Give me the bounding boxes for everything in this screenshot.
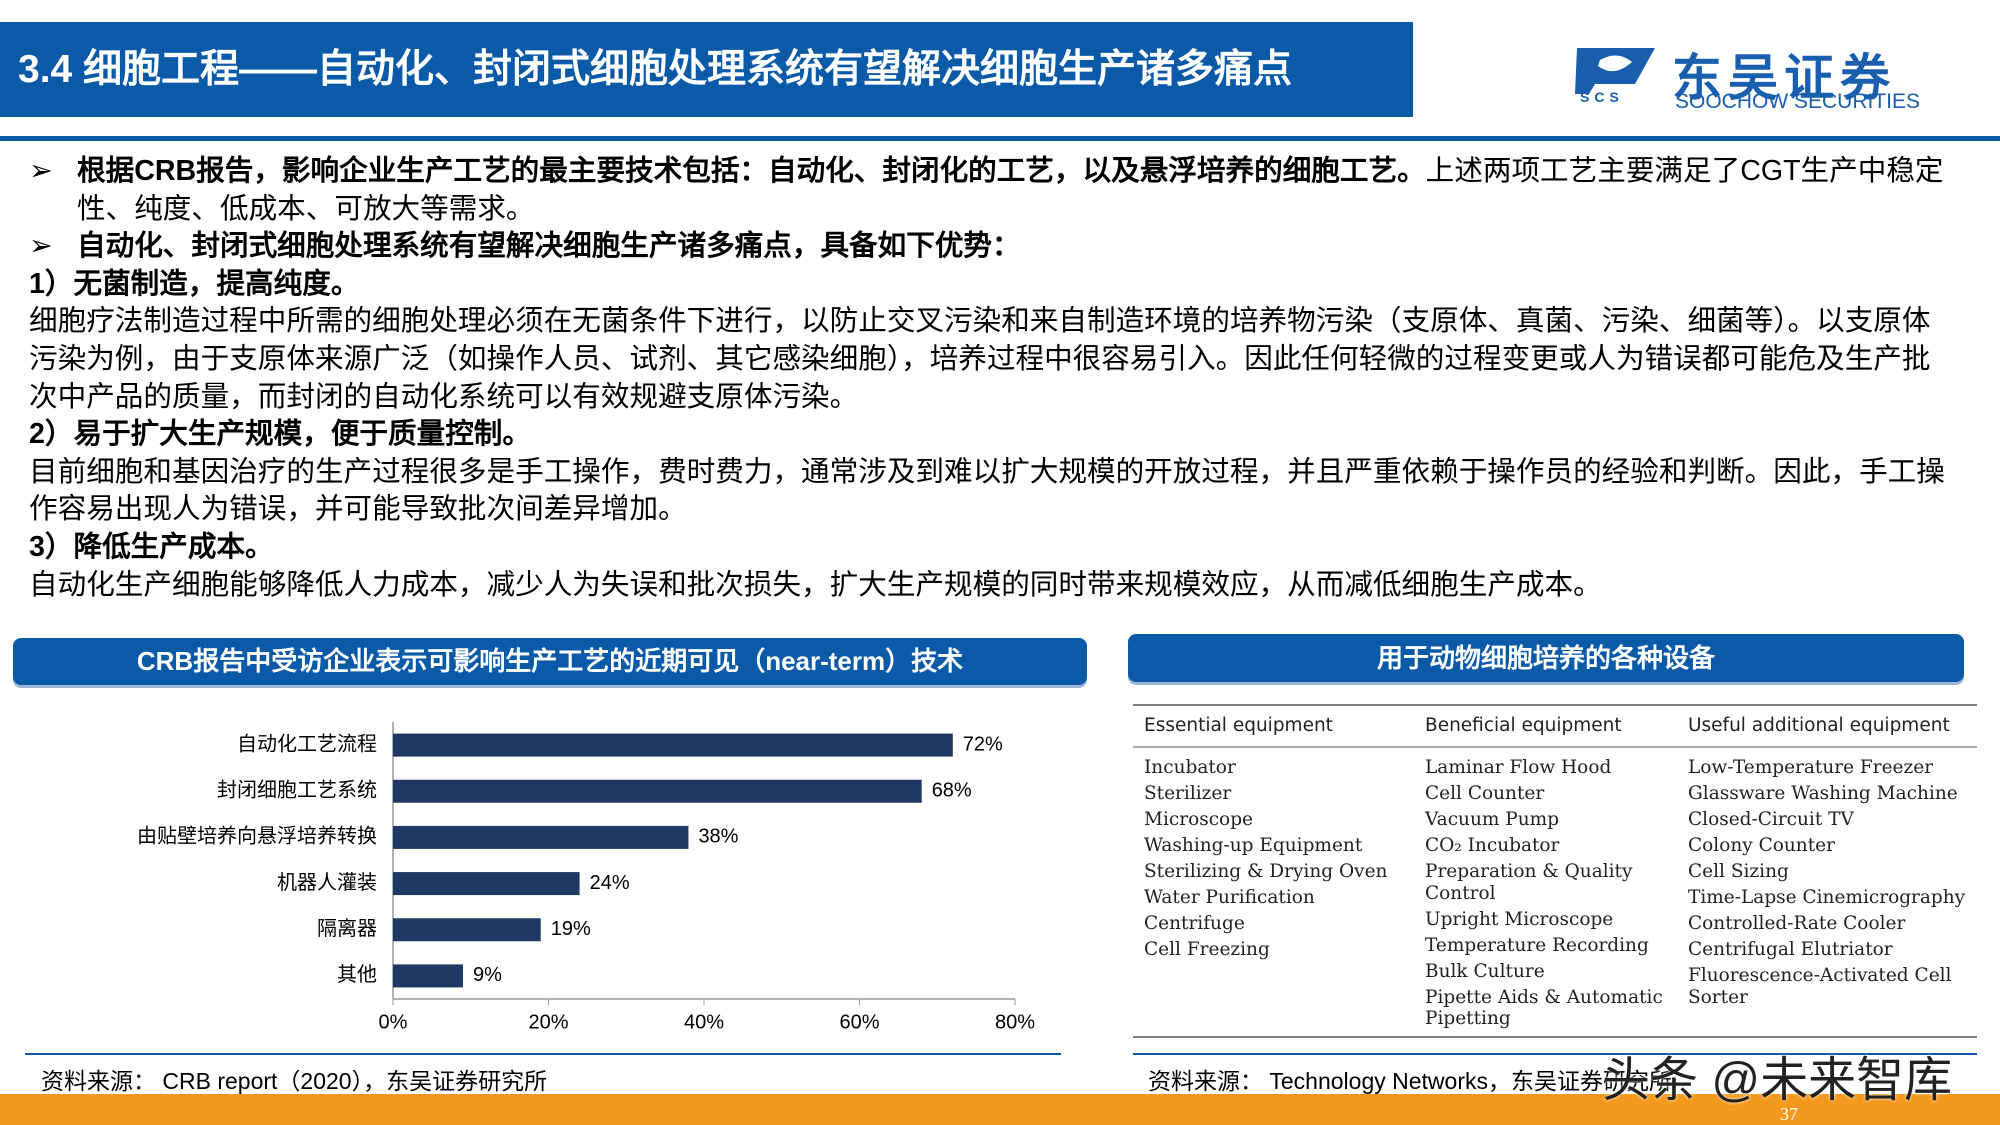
spacer	[1144, 747, 1394, 757]
y-tick-label: 机器人灌装	[277, 871, 377, 894]
table-item: Cell Counter	[1425, 783, 1545, 804]
x-tick-label: 80%	[995, 1011, 1035, 1033]
table-item: Sterilizer	[1144, 783, 1232, 804]
bar	[393, 872, 580, 896]
paragraph: 细胞疗法制造过程中所需的细胞处理必须在无菌条件下进行，以防止交叉污染和来自制造环…	[29, 305, 1931, 413]
bar-chart: 0% 20% 40% 60% 80% 自动化工艺流程 72% 封闭细胞工艺系统 68% 由贴壁培养…	[137, 722, 1035, 1033]
value-label: 38%	[698, 826, 738, 848]
bullet-marker: ➢	[29, 230, 53, 263]
table-item: Closed-Circuit TV	[1688, 809, 1854, 830]
x-tick-label: 0%	[379, 1011, 408, 1033]
header-rule	[0, 136, 2000, 141]
table-item: Centrifuge	[1144, 913, 1245, 934]
logo-subtext: SOOCHOW SECURITIES	[1675, 90, 1921, 113]
x-tick-label: 60%	[839, 1011, 879, 1033]
bar	[393, 779, 922, 803]
table-item: Laminar Flow Hood	[1425, 757, 1612, 778]
bar	[393, 733, 953, 757]
table-source: 资料来源： Technology Networks，东吴证券研究所	[1148, 1068, 1672, 1094]
logo-text: 东吴证券	[1672, 50, 1896, 106]
footer-bar	[0, 1094, 2000, 1125]
table-column: Essential equipment Incubator Sterilizer Mi…	[1144, 705, 1394, 965]
chart-source: 资料来源： CRB report（2020），东吴证券研究所	[41, 1068, 548, 1094]
value-label: 24%	[590, 872, 630, 894]
table-column: Useful additional equipment Low-Temperatu…	[1688, 705, 1973, 1013]
value-label: 19%	[551, 918, 591, 940]
header-title: 3.4 细胞工程——自动化、封闭式细胞处理系统有望解决细胞生产诸多痛点	[18, 48, 1293, 91]
column-header: Useful additional equipment	[1688, 715, 1950, 736]
table-title: 用于动物细胞培养的各种设备	[1128, 634, 1964, 682]
table-item: Fluorescence-Activated Cell Sorter	[1688, 965, 1952, 1008]
x-tick-label: 20%	[528, 1011, 568, 1033]
watermark: 头条 @未来智库	[1602, 1054, 1953, 1107]
table-item: Controlled-Rate Cooler	[1688, 913, 1906, 934]
text: 上述两项工艺主要满足了CGT生产中稳定性、纯度、低成本、可放大等需求。	[77, 155, 1944, 225]
page-number: 37	[1780, 1104, 1798, 1124]
bullet: ➢ 自动化、封闭式细胞处理系统有望解决细胞生产诸多痛点，具备如下优势：	[29, 228, 1959, 266]
table-column: Beneficial equipment Laminar Flow Hood Cel…	[1425, 705, 1670, 1034]
table-item: Upright Microscope	[1425, 908, 1614, 930]
table-item: Time-Lapse Cinemicrography	[1688, 887, 1966, 908]
x-tick-label: 40%	[684, 1011, 724, 1033]
paragraph: 目前细胞和基因治疗的生产过程很多是手工操作，费时费力，通常涉及到难以扩大规模的开…	[29, 455, 1945, 526]
y-tick-label: 封闭细胞工艺系统	[217, 779, 377, 802]
table-item: Water Purification	[1144, 887, 1315, 908]
logo-shape	[1575, 48, 1655, 94]
spacer	[1425, 747, 1670, 757]
bar	[393, 964, 463, 988]
table-item: Vacuum Pump	[1425, 809, 1560, 830]
table-item: Temperature Recording	[1425, 934, 1649, 956]
bold-text: 自动化、封闭式细胞处理系统有望解决细胞生产诸多痛点，具备如下优势：	[77, 230, 1021, 263]
table-item: Colony Counter	[1688, 835, 1835, 856]
body-text: ➢ 根据CRB报告，影响企业生产工艺的最主要技术包括：自动化、封闭化的工艺，以及悬…	[29, 153, 1959, 604]
table-item: Cell Sizing	[1688, 861, 1789, 882]
table-item: Pipette Aids & Automatic Pipetting	[1425, 986, 1663, 1030]
header-bar	[0, 22, 1413, 117]
table-item: Sterilizing & Drying Oven	[1144, 861, 1388, 882]
table-item: Washing-up Equipment	[1144, 835, 1363, 856]
spacer	[1688, 747, 1973, 757]
table-item: Incubator	[1144, 757, 1236, 778]
table-item: Low-Temperature Freezer	[1688, 757, 1934, 778]
value-label: 68%	[932, 780, 972, 802]
bold-text: 根据CRB报告，影响企业生产工艺的最主要技术包括：自动化、封闭化的工艺，以及悬浮…	[77, 155, 1426, 187]
bar	[393, 918, 541, 942]
chart-title: CRB报告中受访企业表示可影响生产工艺的近期可见（near-term）技术	[13, 638, 1087, 685]
logo-icon	[1575, 48, 1655, 94]
logo-abbr: SCS	[1580, 89, 1624, 105]
bullet-marker: ➢	[29, 155, 53, 187]
y-tick-label: 其他	[337, 963, 377, 986]
bullet: ➢ 根据CRB报告，影响企业生产工艺的最主要技术包括：自动化、封闭化的工艺，以及悬…	[29, 153, 1959, 228]
section-heading: 2）易于扩大生产规模，便于质量控制。	[29, 418, 531, 451]
column-header: Beneficial equipment	[1425, 715, 1622, 736]
table-item: Centrifugal Elutriator	[1688, 939, 1893, 960]
section-heading: 1）无菌制造，提高纯度。	[29, 267, 360, 300]
table-item: Preparation & Quality Control	[1425, 861, 1633, 904]
table-item: Glassware Washing Machine	[1688, 783, 1958, 804]
y-tick-label: 由贴壁培养向悬浮培养转换	[137, 825, 377, 848]
bar	[393, 825, 689, 849]
y-tick-label: 自动化工艺流程	[237, 732, 377, 755]
table-item: CO₂ Incubator	[1425, 835, 1560, 856]
paragraph: 自动化生产细胞能够降低人力成本，减少人为失误和批次损失，扩大生产规模的同时带来规…	[29, 568, 1602, 601]
table-item: Microscope	[1144, 809, 1253, 830]
table-item: Bulk Culture	[1425, 960, 1545, 982]
value-label: 72%	[963, 733, 1003, 755]
y-tick-label: 隔离器	[317, 917, 377, 940]
value-label: 9%	[473, 964, 502, 986]
logo-shape	[1598, 55, 1632, 72]
table-item: Cell Freezing	[1144, 939, 1270, 960]
section-heading: 3）降低生产成本。	[29, 530, 274, 563]
column-header: Essential equipment	[1144, 715, 1333, 736]
